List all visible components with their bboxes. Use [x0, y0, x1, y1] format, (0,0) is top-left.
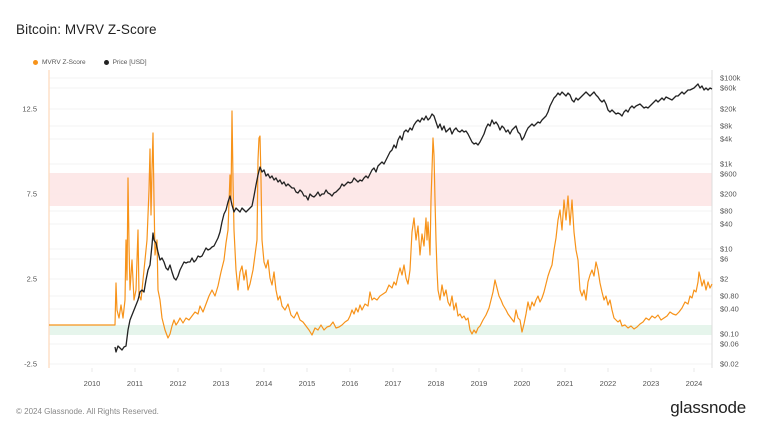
price-dot-icon — [103, 60, 109, 65]
right-tick: $40 — [720, 219, 733, 229]
chart-title: Bitcoin: MVRV Z-Score — [16, 22, 157, 37]
right-tick: $600 — [720, 169, 737, 179]
right-tick: $2 — [720, 274, 729, 284]
x-tick-2020: 2020 — [513, 379, 531, 388]
right-tick: $10 — [720, 244, 733, 254]
legend-label-mvrv: MVRV Z-Score — [42, 59, 86, 66]
legend-label-price: Price [USD] — [112, 59, 147, 66]
x-tick-2022: 2022 — [599, 379, 617, 388]
copyright-text: © 2024 Glassnode. All Rights Reserved. — [16, 407, 159, 416]
x-tick-2014: 2014 — [255, 379, 273, 388]
right-tick: $20k — [720, 104, 737, 114]
x-tick-2013: 2013 — [212, 379, 230, 388]
x-ticks — [91, 368, 695, 372]
x-tick-2024: 2024 — [685, 379, 703, 388]
right-tick: $0.10 — [720, 329, 739, 339]
right-tick: $0.40 — [720, 304, 739, 314]
x-tick-2019: 2019 — [470, 379, 488, 388]
x-tick-2010: 2010 — [83, 379, 101, 388]
x-tick-2017: 2017 — [384, 379, 402, 388]
right-tick: $60k — [720, 83, 737, 93]
mvrv-dot-icon — [33, 60, 38, 65]
x-tick-2023: 2023 — [642, 379, 660, 388]
left-tick-neg-2-5: -2.5 — [24, 359, 37, 369]
x-tick-2021: 2021 — [556, 379, 574, 388]
price-line — [114, 83, 713, 353]
overvalued-band — [49, 173, 712, 206]
legend-item-mvrv[interactable]: MVRV Z-Score — [33, 59, 86, 66]
right-tick: $0.02 — [720, 359, 739, 369]
right-tick: $80 — [720, 206, 733, 216]
x-tick-2011: 2011 — [126, 379, 144, 388]
right-tick: $0.80 — [720, 291, 739, 301]
right-tick: $6 — [720, 254, 729, 264]
left-tick-2-5: 2.5 — [26, 274, 37, 284]
right-tick: $8k — [720, 121, 733, 131]
gridlines — [49, 77, 712, 365]
right-tick: $100k — [720, 73, 741, 83]
glassnode-logo: glassnode — [670, 398, 746, 417]
undervalued-band — [49, 325, 712, 335]
x-tick-2018: 2018 — [427, 379, 445, 388]
mvrv-zscore-line — [49, 110, 713, 339]
x-tick-2015: 2015 — [298, 379, 316, 388]
x-tick-2012: 2012 — [169, 379, 187, 388]
left-tick-12-5: 12.5 — [22, 104, 37, 114]
left-tick-7-5: 7.5 — [26, 189, 37, 199]
right-tick: $200 — [720, 189, 737, 199]
legend-item-price[interactable]: Price [USD] — [103, 59, 147, 66]
right-tick: $4k — [720, 134, 733, 144]
right-tick: $0.06 — [720, 339, 739, 349]
right-tick: $1k — [720, 159, 733, 169]
legend: MVRV Z-Score Price [USD] — [33, 59, 147, 66]
x-tick-2016: 2016 — [341, 379, 359, 388]
